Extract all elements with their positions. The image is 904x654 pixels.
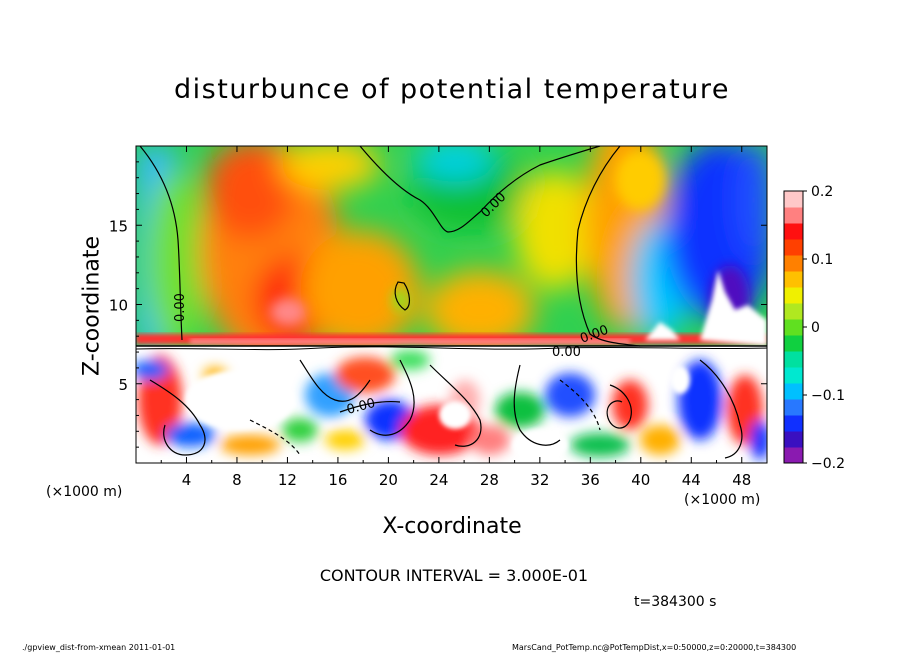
colorbar-tick-label: 0.2 bbox=[811, 184, 833, 200]
colorbar-swatch bbox=[784, 399, 803, 416]
x-unit-label: (×1000 m) bbox=[46, 484, 123, 500]
x-tick-label: 48 bbox=[732, 471, 751, 489]
chart-title: disturbunce of potential temperature bbox=[174, 74, 730, 105]
contour-lines bbox=[136, 146, 767, 459]
footer-right: MarsCand_PotTemp.nc@PotTempDist,x=0:5000… bbox=[512, 643, 797, 652]
colorbar-swatch bbox=[784, 319, 803, 336]
time-label: t=384300 s bbox=[634, 594, 717, 610]
colorbar-swatch bbox=[784, 271, 803, 288]
contour-interval-label: CONTOUR INTERVAL = 3.000E-01 bbox=[319, 566, 589, 585]
colorbar-swatch bbox=[784, 447, 803, 464]
colorbar-swatch bbox=[784, 415, 803, 432]
contour-label: 0.00 bbox=[173, 293, 188, 322]
contour-label: 0.00 bbox=[552, 345, 581, 360]
colorbar-swatch bbox=[784, 207, 803, 224]
x-axis: 4 8 12 16 20 24 28 32 36 40 44 48 bbox=[160, 146, 751, 489]
x-tick-label: 12 bbox=[278, 471, 297, 489]
x-tick-label: 32 bbox=[530, 471, 549, 489]
x-tick-label: 8 bbox=[232, 471, 242, 489]
colorbar-tick-label: 0 bbox=[811, 320, 820, 336]
y-axis: 5 10 15 bbox=[109, 161, 767, 448]
x-tick-label: 4 bbox=[182, 471, 192, 489]
colorbar-swatch bbox=[784, 239, 803, 256]
colorbar-swatch bbox=[784, 431, 803, 448]
y-tick-label: 5 bbox=[118, 376, 128, 394]
x-tick-label: 20 bbox=[379, 471, 398, 489]
colorbar: 0.2 0.1 0 −0.1 −0.2 bbox=[783, 184, 845, 472]
colorbar-tick-label: −0.1 bbox=[811, 388, 845, 404]
heatmap-field bbox=[136, 146, 767, 463]
x-tick-label: 36 bbox=[581, 471, 600, 489]
colorbar-swatch bbox=[784, 351, 803, 368]
colorbar-swatch bbox=[784, 367, 803, 384]
x-tick-label: 24 bbox=[429, 471, 448, 489]
x-axis-label: X-coordinate bbox=[382, 514, 522, 539]
x-unit-label-right: (×1000 m) bbox=[684, 492, 761, 508]
colorbar-tick-label: −0.2 bbox=[811, 456, 845, 472]
colorbar-swatch bbox=[784, 303, 803, 320]
colorbar-swatch bbox=[784, 383, 803, 400]
y-tick-label: 10 bbox=[109, 297, 128, 315]
contour-label: 0.00 bbox=[345, 396, 377, 418]
y-tick-label: 15 bbox=[109, 217, 128, 235]
colorbar-swatch bbox=[784, 335, 803, 352]
colorbar-swatch bbox=[784, 287, 803, 304]
footer-left: ./gpview_dist-from-xmean 2011-01-01 bbox=[22, 643, 176, 652]
colorbar-tick-label: 0.1 bbox=[811, 252, 833, 268]
colorbar-swatch bbox=[784, 255, 803, 272]
x-tick-label: 40 bbox=[631, 471, 650, 489]
colorbar-swatch bbox=[784, 223, 803, 240]
x-tick-label: 28 bbox=[480, 471, 499, 489]
y-axis-label: Z-coordinate bbox=[79, 236, 105, 376]
colorbar-swatch bbox=[784, 191, 803, 208]
x-tick-label: 16 bbox=[328, 471, 347, 489]
x-tick-label: 44 bbox=[682, 471, 701, 489]
